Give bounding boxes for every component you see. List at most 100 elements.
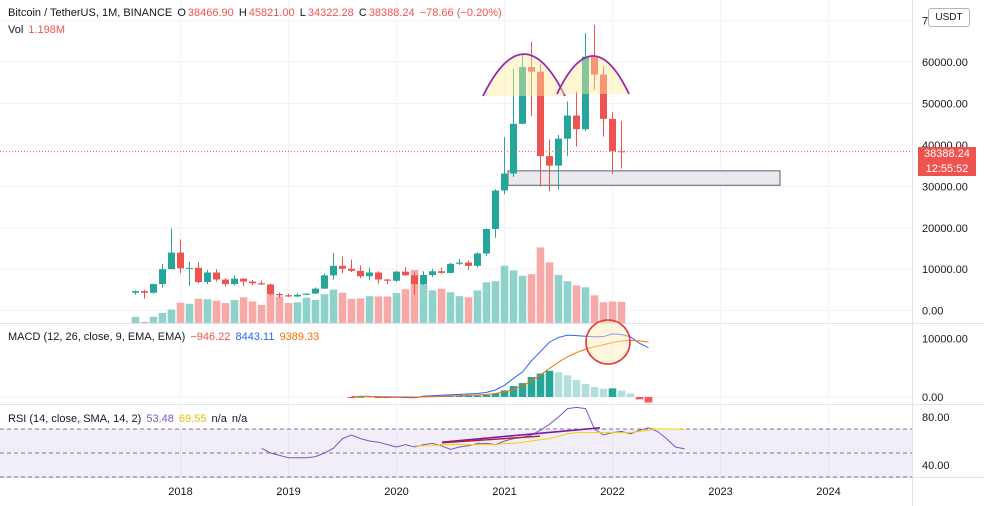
bar-countdown: 12:55:52	[918, 162, 976, 176]
volume-bar	[383, 296, 392, 323]
candle-body	[474, 253, 481, 266]
volume-bar	[248, 301, 257, 323]
price-axis-label: 10000.00	[922, 264, 968, 276]
close-value: 38388.24	[368, 7, 415, 19]
macd-histogram-bar	[518, 383, 527, 397]
candle-body	[555, 138, 562, 166]
macd-histogram-bar	[356, 396, 365, 398]
volume-bar	[572, 285, 581, 323]
rsi-trendline-1	[441, 427, 601, 443]
volume-bar	[518, 275, 527, 323]
candle-body	[501, 173, 508, 191]
candle-body	[366, 272, 373, 277]
volume-bar	[392, 293, 401, 323]
rsi-na-1: n/a	[211, 413, 227, 425]
volume-bar	[446, 292, 455, 323]
volume-bar	[563, 281, 572, 323]
candle-body	[420, 274, 427, 285]
candle-body	[249, 281, 256, 284]
macd-axis-label: 0.00	[922, 392, 943, 404]
macd-histogram-bar	[464, 395, 473, 397]
candle-body	[339, 265, 346, 269]
price-axis-label: 20000.00	[922, 223, 968, 235]
volume-bar	[608, 301, 617, 323]
macd-histogram-bar	[473, 395, 482, 397]
volume-bar	[158, 313, 167, 323]
macd-histogram-bar	[635, 396, 644, 400]
candle-body	[348, 268, 355, 271]
volume-bar	[419, 283, 428, 323]
high-label: H	[238, 7, 247, 19]
volume-bar	[338, 292, 347, 323]
volume-bar	[320, 294, 329, 323]
volume-bar	[491, 281, 500, 323]
candle-body	[330, 265, 337, 276]
volume-bar	[167, 309, 176, 323]
volume-bar	[482, 282, 491, 323]
symbol-name[interactable]: Bitcoin / TetherUS, 1M, BINANCE	[8, 7, 173, 19]
volume-bar	[356, 298, 365, 323]
macd-histogram-bar	[491, 393, 500, 397]
volume-bar	[374, 296, 383, 323]
volume-bar	[212, 300, 221, 323]
candle-body	[186, 267, 193, 269]
main-legend: Bitcoin / TetherUS, 1M, BINANCE O 38466.9…	[8, 7, 504, 19]
rsi-label[interactable]: RSI (14, close, SMA, 14, 2)	[8, 413, 142, 425]
candle-body	[600, 74, 607, 119]
candle-body	[564, 115, 571, 139]
volume-bar	[176, 302, 185, 323]
rsi-axis-label: 40.00	[922, 460, 950, 472]
candle-body	[546, 156, 553, 166]
candle-body	[231, 278, 238, 285]
candle-body	[573, 115, 580, 130]
macd-histogram-bar	[599, 388, 608, 397]
volume-bar	[140, 321, 149, 323]
macd-histogram-bar	[617, 390, 626, 397]
time-axis-label: 2022	[600, 486, 624, 498]
volume-bar	[275, 296, 284, 323]
candle-body	[240, 278, 247, 282]
time-axis-label: 2019	[276, 486, 300, 498]
candle-body	[276, 294, 283, 296]
volume-bar	[500, 265, 509, 323]
volume-bar	[509, 270, 518, 323]
candle-body	[483, 228, 490, 254]
currency-unit-button[interactable]: USDT	[928, 8, 970, 27]
candle-body	[159, 269, 166, 285]
macd-histogram-bar	[365, 396, 374, 398]
time-axis-label: 2021	[492, 486, 516, 498]
volume-bar	[437, 288, 446, 323]
candle-body	[447, 263, 454, 273]
candle-body	[375, 272, 382, 280]
macd-histogram-bar	[554, 372, 563, 397]
candle-body	[150, 284, 157, 293]
volume-bar	[599, 302, 608, 323]
time-axis-label: 2020	[384, 486, 408, 498]
volume-bar	[329, 289, 338, 323]
price-axis-label: 0.00	[922, 306, 943, 318]
volume-bar	[410, 270, 419, 323]
candle-body	[528, 67, 535, 72]
candle-body	[204, 272, 211, 283]
macd-label[interactable]: MACD (12, 26, close, 9, EMA, EMA)	[8, 331, 186, 343]
candle-body	[492, 190, 499, 229]
volume-bar	[185, 303, 194, 323]
candle-body	[141, 291, 148, 293]
macd-histogram-bar	[590, 387, 599, 397]
macd-signal-value: 9389.33	[279, 331, 320, 343]
candle-body	[168, 252, 175, 270]
rsi-axis-label: 80.00	[922, 412, 950, 424]
time-axis-label: 2018	[168, 486, 192, 498]
candle-body	[294, 294, 301, 297]
volume-bar	[257, 304, 266, 323]
volume-bar	[194, 298, 203, 323]
macd-hist-value: −946.22	[190, 331, 231, 343]
open-value: 38466.90	[187, 7, 234, 19]
volume-bar	[149, 316, 158, 323]
volume-bar	[365, 296, 374, 323]
candle-body	[402, 271, 409, 276]
candle-body	[213, 272, 220, 280]
volume-bar	[581, 287, 590, 323]
candle-body	[429, 271, 436, 275]
